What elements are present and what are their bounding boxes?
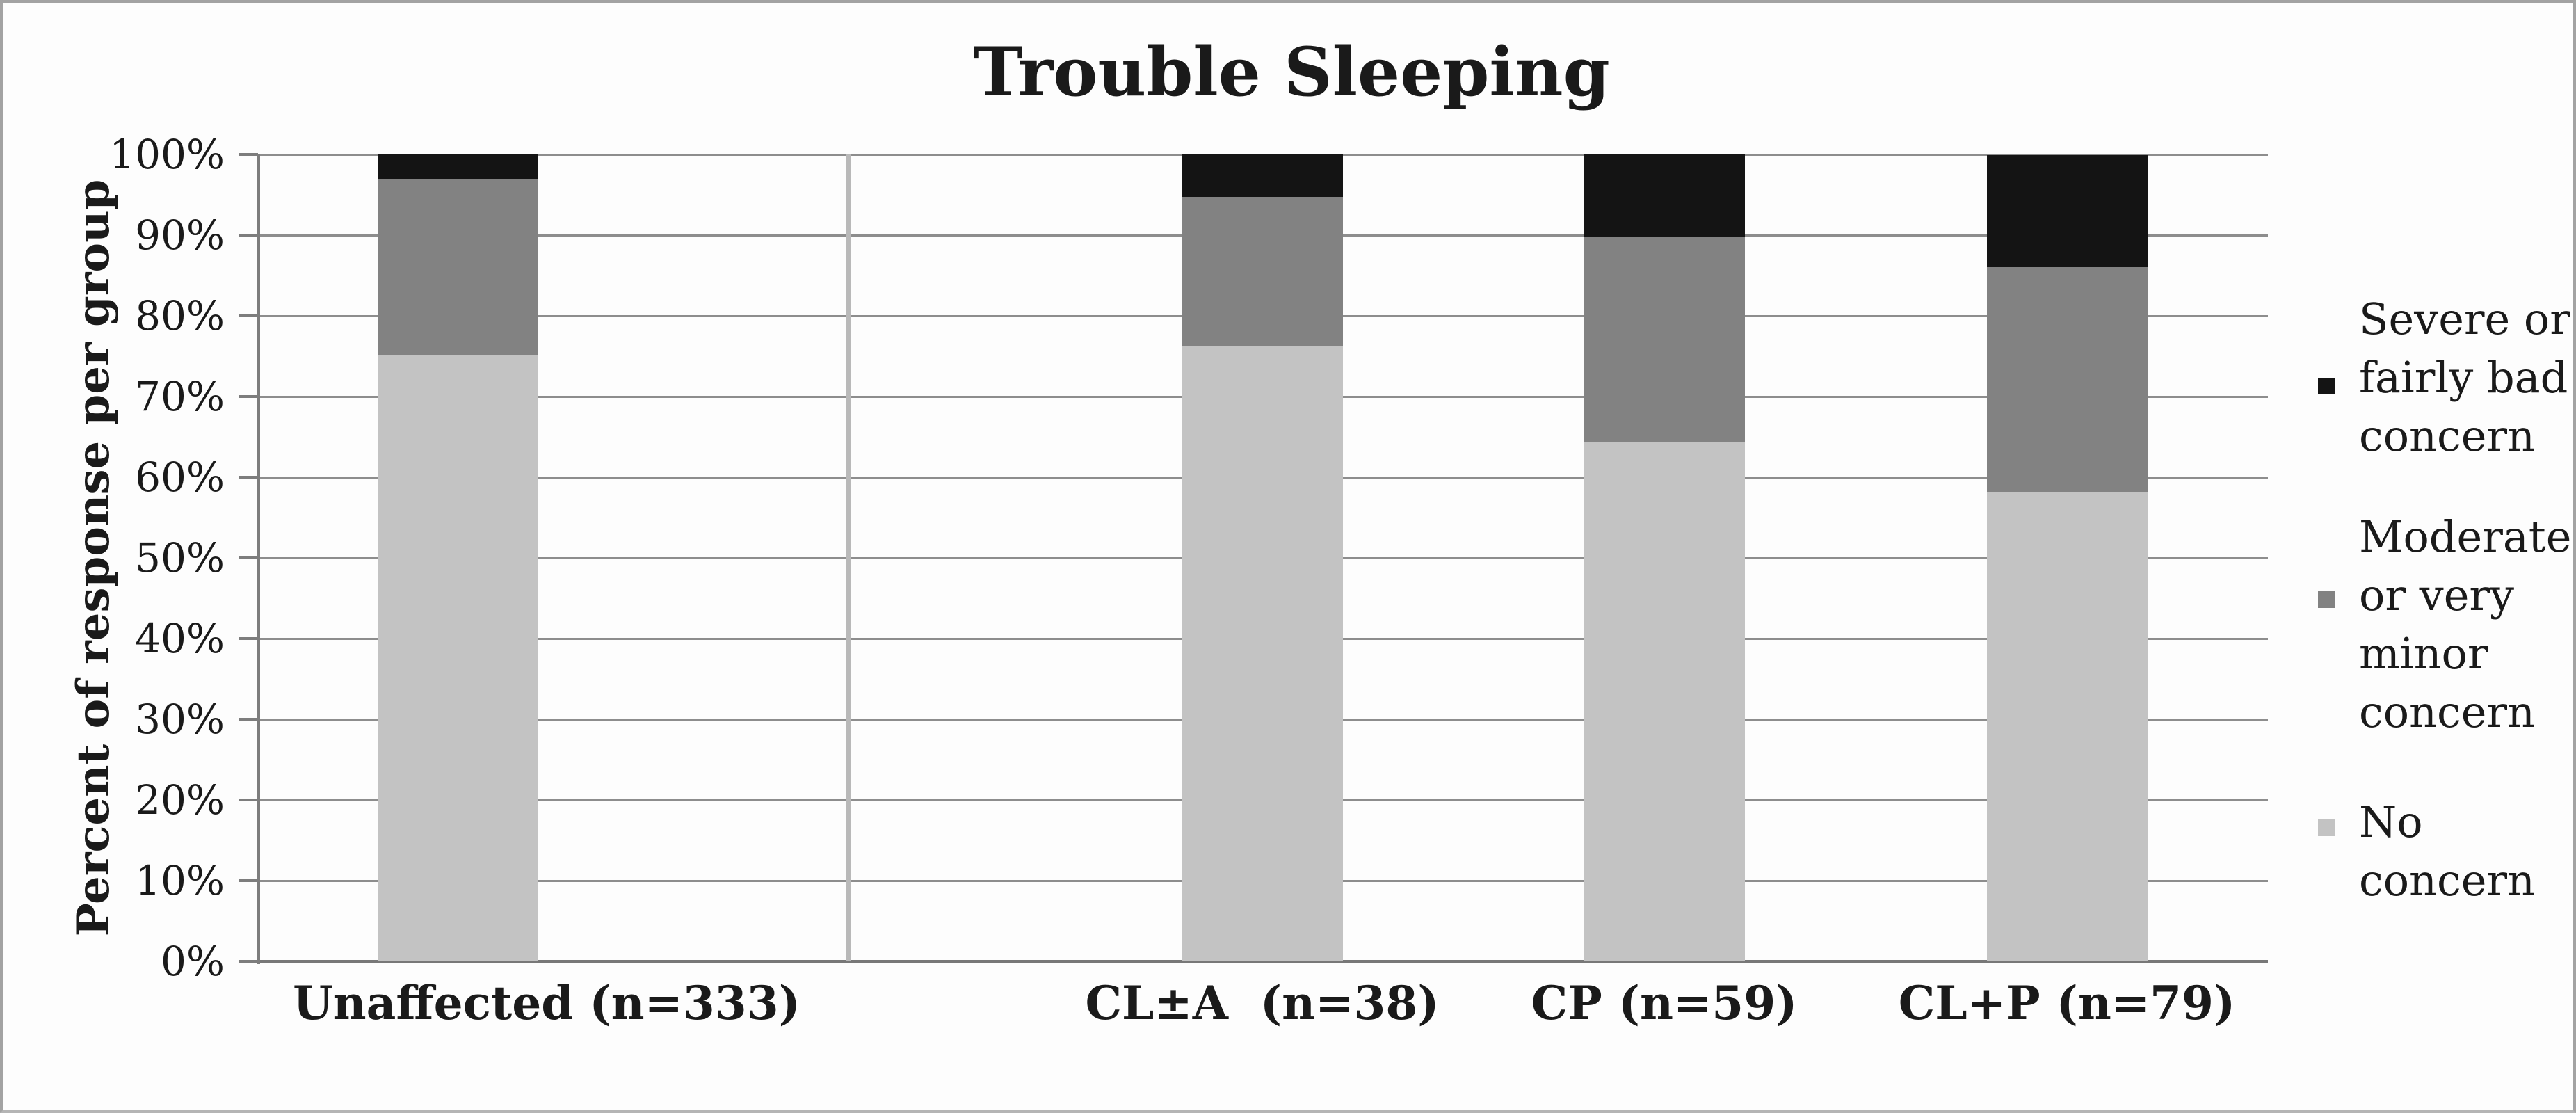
x-axis-line — [257, 959, 2268, 963]
x-category-label-0: Unaffected (n=333) — [293, 976, 800, 1030]
y-tick-label-60%: 60% — [135, 454, 225, 501]
y-tick-40% — [239, 637, 258, 640]
bar-1-segment-0 — [1182, 345, 1343, 961]
bar-0-segment-1 — [377, 178, 538, 355]
y-tick-label-30%: 30% — [135, 696, 225, 743]
y-tick-label-20%: 20% — [135, 776, 225, 824]
legend-severe-label: Severe or fairly bad concern — [2359, 294, 2570, 461]
group-divider-line — [846, 154, 851, 961]
x-category-label-2: CP (n=59) — [1531, 976, 1798, 1030]
bar-0-segment-2 — [377, 154, 538, 179]
y-tick-0% — [239, 960, 258, 963]
y-tick-label-70%: 70% — [135, 373, 225, 420]
y-tick-10% — [239, 879, 258, 882]
x-category-label-1: CL±A (n=38) — [1085, 976, 1440, 1030]
y-tick-label-80%: 80% — [135, 292, 225, 339]
y-tick-90% — [239, 234, 258, 237]
y-tick-label-0%: 0% — [160, 938, 225, 985]
y-tick-label-100%: 100% — [109, 131, 225, 178]
legend-severe-swatch — [2318, 378, 2335, 394]
bar-0-segment-0 — [377, 355, 538, 961]
legend-no-concern-label: No concern — [2359, 796, 2535, 906]
y-tick-label-40%: 40% — [135, 615, 225, 662]
plot-area — [257, 153, 2268, 963]
y-tick-100% — [239, 153, 258, 156]
bar-3-segment-1 — [1986, 267, 2148, 492]
bar-1-segment-1 — [1182, 197, 1343, 346]
bar-3-segment-0 — [1986, 491, 2148, 961]
bar-2-segment-1 — [1584, 237, 1745, 442]
bar-2-segment-2 — [1584, 154, 1745, 237]
chart-title: Trouble Sleeping — [973, 33, 1610, 111]
y-tick-60% — [239, 476, 258, 479]
y-tick-80% — [239, 314, 258, 317]
legend: Severe or fairly bad concern Moderate or… — [3, 3, 2573, 1110]
y-tick-label-50%: 50% — [135, 534, 225, 582]
y-tick-50% — [239, 556, 258, 559]
y-axis-line — [257, 154, 260, 964]
bar-2-segment-0 — [1584, 441, 1745, 961]
y-tick-20% — [239, 799, 258, 801]
bar-3-segment-2 — [1986, 155, 2148, 268]
y-tick-label-10%: 10% — [135, 857, 225, 904]
legend-moderate-swatch — [2318, 591, 2335, 608]
x-category-label-3: CL+P (n=79) — [1898, 976, 2236, 1030]
y-tick-30% — [239, 718, 258, 721]
legend-moderate-label: Moderate or very minor concern — [2359, 511, 2572, 737]
legend-no-concern-swatch — [2318, 819, 2335, 836]
bar-1-segment-2 — [1182, 154, 1343, 198]
y-tick-label-90%: 90% — [135, 211, 225, 259]
y-tick-70% — [239, 395, 258, 398]
